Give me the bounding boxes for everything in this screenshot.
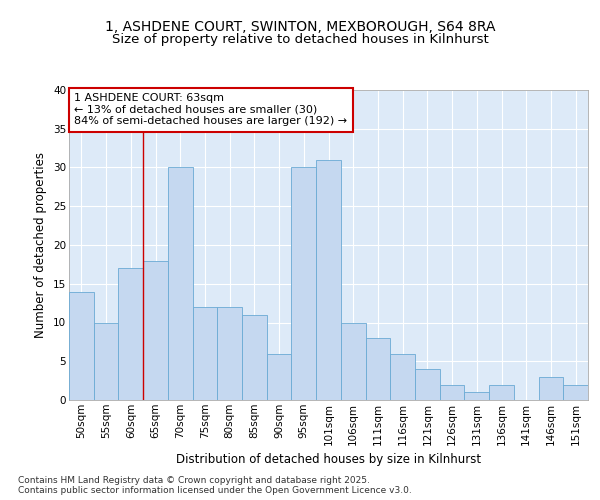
Bar bbox=[415, 369, 440, 400]
Bar bbox=[94, 322, 118, 400]
Bar bbox=[563, 384, 588, 400]
Bar bbox=[292, 168, 316, 400]
Text: 1, ASHDENE COURT, SWINTON, MEXBOROUGH, S64 8RA: 1, ASHDENE COURT, SWINTON, MEXBOROUGH, S… bbox=[105, 20, 495, 34]
Bar bbox=[217, 307, 242, 400]
Text: 1 ASHDENE COURT: 63sqm
← 13% of detached houses are smaller (30)
84% of semi-det: 1 ASHDENE COURT: 63sqm ← 13% of detached… bbox=[74, 93, 347, 126]
Bar bbox=[69, 292, 94, 400]
Bar bbox=[341, 322, 365, 400]
Bar bbox=[316, 160, 341, 400]
Bar bbox=[193, 307, 217, 400]
Text: Contains HM Land Registry data © Crown copyright and database right 2025.
Contai: Contains HM Land Registry data © Crown c… bbox=[18, 476, 412, 495]
Bar bbox=[168, 168, 193, 400]
Bar bbox=[489, 384, 514, 400]
Bar bbox=[390, 354, 415, 400]
Bar bbox=[118, 268, 143, 400]
Text: Size of property relative to detached houses in Kilnhurst: Size of property relative to detached ho… bbox=[112, 32, 488, 46]
Bar bbox=[365, 338, 390, 400]
X-axis label: Distribution of detached houses by size in Kilnhurst: Distribution of detached houses by size … bbox=[176, 453, 481, 466]
Bar bbox=[242, 315, 267, 400]
Y-axis label: Number of detached properties: Number of detached properties bbox=[34, 152, 47, 338]
Bar bbox=[267, 354, 292, 400]
Bar bbox=[464, 392, 489, 400]
Bar bbox=[440, 384, 464, 400]
Bar bbox=[143, 260, 168, 400]
Bar bbox=[539, 377, 563, 400]
